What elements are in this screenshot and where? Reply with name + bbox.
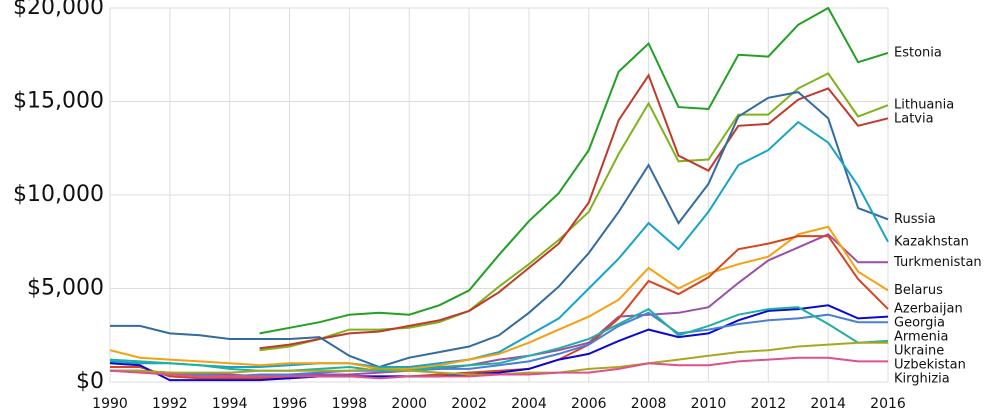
x-tick-label: 2012 (750, 396, 786, 411)
x-tick-label: 2008 (631, 396, 667, 411)
series-label: Uzbekistan (894, 358, 966, 373)
series-line (259, 73, 889, 350)
series-line (109, 120, 889, 368)
series-line (109, 304, 889, 382)
series-line (109, 306, 889, 372)
series-label: Georgia (894, 316, 945, 331)
y-tick-label: $0 (76, 369, 104, 394)
series-label: Turkmenistan (893, 255, 982, 270)
series-line (109, 356, 888, 380)
x-tick-label: 1994 (212, 396, 248, 411)
x-tick-label: 2006 (571, 396, 607, 411)
series-line (259, 6, 889, 335)
x-tick-label: 2010 (691, 396, 727, 411)
y-tick-label: $15,000 (13, 89, 104, 114)
y-tick-label: $20,000 (13, 0, 104, 20)
series-label: Kirghizia (894, 372, 950, 387)
x-tick-label: 1998 (332, 396, 368, 411)
series-line (110, 235, 889, 380)
series-label: Kazakhstan (894, 234, 969, 249)
y-tick-label: $10,000 (13, 182, 104, 207)
series-line (259, 72, 889, 352)
x-tick-label: 2004 (511, 396, 547, 411)
x-tick-label: 2014 (810, 396, 846, 411)
series-label: Latvia (894, 112, 934, 127)
series-label: Russia (894, 212, 936, 227)
x-tick-label: 1990 (92, 396, 128, 411)
series-label: Belarus (894, 283, 943, 298)
series-line (110, 91, 889, 369)
series-label: Azerbaijan (894, 302, 963, 317)
series-label: Estonia (894, 45, 942, 60)
x-tick-label: 1992 (152, 396, 188, 411)
x-tick-label: 2016 (870, 396, 906, 411)
series-label: Armenia (894, 330, 949, 345)
y-tick-label: $5,000 (27, 276, 104, 301)
series-label: Ukraine (894, 344, 944, 359)
x-tick-label: 2002 (451, 396, 487, 411)
series-label: Lithuania (894, 98, 954, 113)
series-line (109, 225, 889, 370)
x-tick-label: 2000 (391, 396, 427, 411)
x-tick-label: 1996 (272, 396, 308, 411)
